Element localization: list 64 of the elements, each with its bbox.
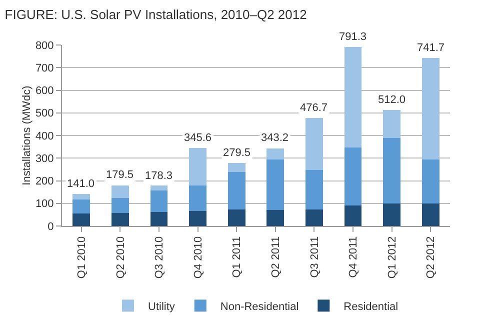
bar — [228, 172, 246, 210]
total-label: 178.3 — [145, 170, 173, 182]
bar — [189, 148, 207, 186]
bar — [150, 186, 168, 191]
bar — [422, 58, 440, 160]
total-label: 741.7 — [417, 42, 445, 54]
x-tick-label: Q1 2011 — [231, 236, 244, 278]
y-tick-label: 400 — [35, 130, 54, 142]
bar — [150, 212, 168, 226]
x-tick-label: Q2 2010 — [114, 236, 127, 279]
y-tick-label: 700 — [35, 62, 54, 74]
chart-title: FIGURE: U.S. Solar PV Installations, 2010–Q2 2012 — [4, 7, 307, 22]
bar — [72, 194, 90, 200]
bar — [383, 110, 401, 138]
bar — [383, 138, 401, 204]
bar — [344, 205, 362, 226]
bar — [150, 190, 168, 212]
bar — [111, 185, 129, 198]
y-tick-label: 0 — [48, 220, 54, 233]
bar — [305, 209, 323, 226]
y-tick-label: 100 — [35, 198, 54, 210]
bar — [266, 210, 284, 226]
total-label: 476.7 — [300, 102, 328, 114]
bar — [111, 212, 129, 226]
bar — [111, 198, 129, 213]
bar — [383, 204, 401, 226]
y-tick-label: 500 — [35, 108, 54, 120]
bar — [266, 160, 284, 210]
x-tick-label: Q4 2010 — [192, 236, 204, 279]
total-label: 179.5 — [106, 169, 134, 181]
bar — [189, 186, 207, 212]
y-tick-label: 300 — [35, 152, 54, 165]
bar — [228, 209, 246, 226]
total-label: 512.0 — [378, 94, 406, 106]
x-tick-label: Q1 2012 — [386, 236, 398, 279]
y-tick-label: 600 — [35, 85, 54, 98]
bar — [305, 170, 323, 210]
bar — [422, 160, 440, 204]
y-axis-title: Installations (MWdc) — [21, 86, 33, 186]
bar — [344, 46, 362, 148]
total-label: 279.5 — [223, 147, 251, 159]
x-tick-label: Q2 2012 — [425, 236, 438, 279]
x-tick-label: Q1 2010 — [76, 236, 88, 279]
x-tick-label: Q2 2011 — [270, 236, 282, 278]
x-tick-label: Q3 2010 — [154, 236, 166, 279]
bar — [422, 204, 440, 226]
total-label: 141.0 — [67, 178, 95, 190]
bar — [72, 200, 90, 214]
legend-label: Non-Residential — [220, 300, 299, 313]
bar — [72, 213, 90, 226]
bar — [344, 147, 362, 206]
bar — [228, 162, 246, 172]
legend-label: Utility — [148, 300, 176, 313]
bar — [189, 211, 207, 226]
legend-label: Residential — [344, 300, 398, 313]
bar — [266, 148, 284, 160]
y-tick-label: 200 — [35, 176, 54, 188]
y-tick-label: 800 — [35, 40, 54, 52]
x-tick-label: Q4 2011 — [348, 236, 360, 278]
x-tick-label: Q3 2011 — [308, 236, 321, 278]
total-label: 345.6 — [184, 132, 212, 144]
total-label: 343.2 — [261, 132, 289, 144]
total-label: 791.3 — [339, 31, 367, 43]
bar — [305, 118, 323, 170]
